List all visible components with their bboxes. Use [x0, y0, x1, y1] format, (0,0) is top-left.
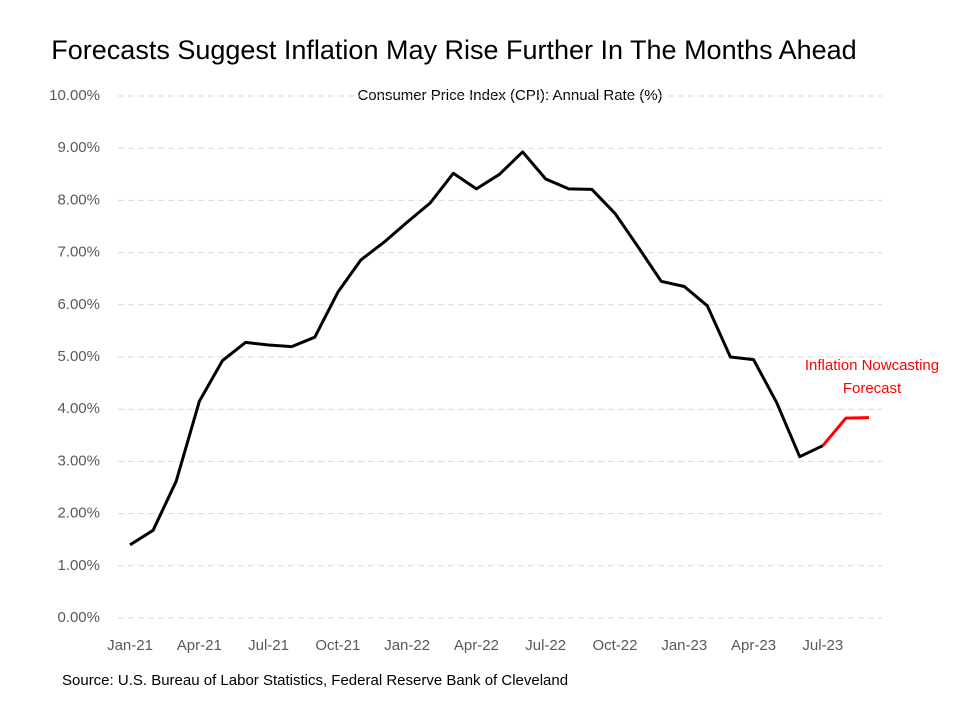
y-tick-label: 0.00%	[57, 609, 100, 626]
x-tick-label: Apr-23	[731, 637, 776, 654]
y-tick-label: 5.00%	[57, 348, 100, 365]
y-tick-label: 7.00%	[57, 244, 100, 261]
x-tick-label: Jan-23	[661, 637, 707, 654]
y-tick-label: 6.00%	[57, 296, 100, 313]
x-tick-label: Jan-21	[107, 637, 153, 654]
y-tick-label: 1.00%	[57, 557, 100, 574]
source-note: Source: U.S. Bureau of Labor Statistics,…	[62, 672, 568, 689]
annotation: Forecast	[843, 380, 902, 397]
x-tick-label: Oct-22	[592, 637, 637, 654]
x-tick-label: Apr-21	[177, 637, 222, 654]
x-tick-label: Jul-23	[802, 637, 843, 654]
y-tick-label: 2.00%	[57, 505, 100, 522]
annotation: Inflation Nowcasting	[805, 357, 939, 374]
x-tick-label: Oct-21	[315, 637, 360, 654]
y-tick-label: 4.00%	[57, 400, 100, 417]
x-tick-label: Jul-22	[525, 637, 566, 654]
y-tick-label: 10.00%	[49, 87, 100, 104]
data-line	[129, 150, 824, 547]
y-tick-label: 8.00%	[57, 191, 100, 208]
y-tick-label: 9.00%	[57, 139, 100, 156]
data-line	[821, 416, 870, 447]
chart-subtitle: Consumer Price Index (CPI): Annual Rate …	[357, 87, 662, 104]
chart-title: Forecasts Suggest Inflation May Rise Fur…	[51, 35, 856, 65]
x-tick-label: Jan-22	[384, 637, 430, 654]
x-tick-label: Jul-21	[248, 637, 289, 654]
x-tick-label: Apr-22	[454, 637, 499, 654]
y-tick-label: 3.00%	[57, 452, 100, 469]
